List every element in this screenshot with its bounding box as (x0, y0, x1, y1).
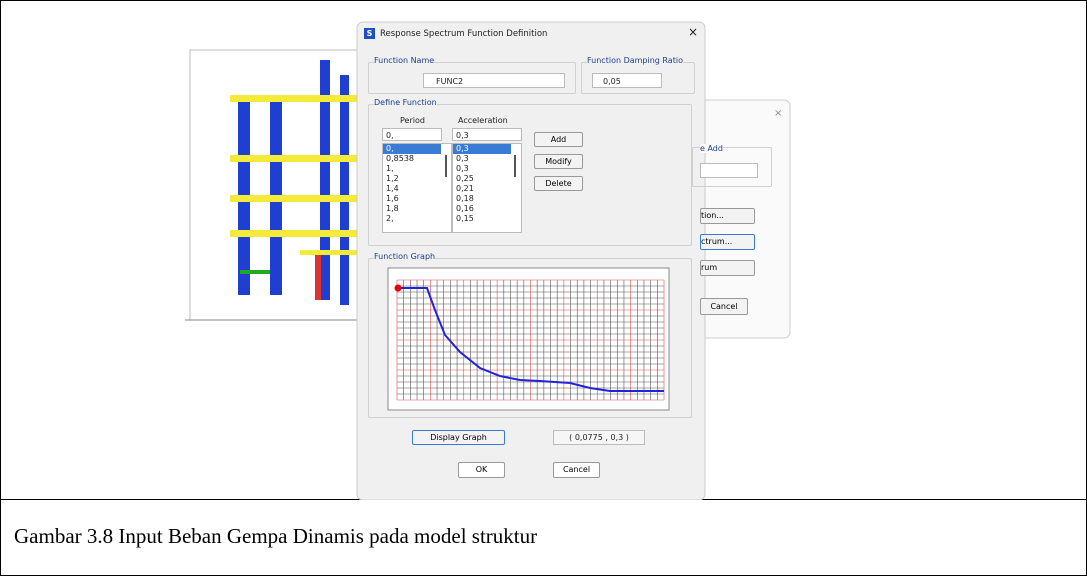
list-item[interactable]: 0,3 (453, 164, 521, 174)
coordinate-box: ( 0,0775 , 0,3 ) (553, 430, 645, 445)
bg-button[interactable]: rum (700, 260, 755, 276)
list-item[interactable]: 0,18 (453, 194, 521, 204)
list-item[interactable]: 0,16 (453, 204, 521, 214)
group-label: Function Name (374, 56, 434, 65)
list-item[interactable]: 1,4 (383, 184, 451, 194)
bg-button[interactable]: tion... (700, 208, 755, 224)
list-item[interactable]: 0,21 (453, 184, 521, 194)
group-label: Function Damping Ratio (587, 56, 683, 65)
bg-label: e Add (700, 144, 723, 153)
bg-button[interactable]: ctrum... (700, 234, 755, 250)
bg-select[interactable] (700, 163, 758, 178)
scrollbar[interactable] (445, 155, 447, 177)
page: × e Add tion... ctrum... rum Cancel S Re… (0, 0, 1087, 576)
bg-cancel[interactable]: Cancel (700, 298, 748, 315)
cancel-button[interactable]: Cancel (553, 462, 600, 478)
group-label: Function Graph (374, 252, 435, 261)
list-item[interactable]: 0,15 (453, 214, 521, 224)
modify-button[interactable]: Modify (534, 154, 583, 169)
text-input[interactable]: FUNC2 (423, 73, 565, 88)
dialog-title: Response Spectrum Function Definition (380, 29, 547, 39)
close-button[interactable]: × (688, 25, 698, 39)
display-graph-button[interactable]: Display Graph (412, 430, 505, 445)
list-item[interactable]: 0, (383, 144, 441, 154)
list-item[interactable]: 0,3 (453, 144, 511, 154)
list-item[interactable]: 1,6 (383, 194, 451, 204)
list-item[interactable]: 1,2 (383, 174, 451, 184)
column-header: Acceleration (458, 116, 508, 125)
group (368, 258, 692, 418)
list-item[interactable]: 1,8 (383, 204, 451, 214)
list-item[interactable]: 0,8538 (383, 154, 451, 164)
text-input[interactable]: 0,05 (592, 73, 662, 88)
column-header: Period (400, 116, 425, 125)
text-input[interactable]: 0,3 (452, 128, 522, 141)
list-item[interactable]: 1, (383, 164, 451, 174)
add-button[interactable]: Add (534, 132, 583, 147)
text-input[interactable]: 0, (382, 128, 442, 141)
app-icon: S (364, 28, 375, 39)
structure-model (185, 50, 360, 320)
bg-close: × (774, 108, 782, 119)
list-item[interactable]: 0,25 (453, 174, 521, 184)
delete-button[interactable]: Delete (534, 176, 583, 191)
list-item[interactable]: 0,3 (453, 154, 521, 164)
group-label: Define Function (374, 98, 437, 107)
caption: Gambar 3.8 Input Beban Gempa Dinamis pad… (14, 524, 537, 549)
list-item[interactable]: 2, (383, 214, 451, 224)
scrollbar[interactable] (514, 155, 516, 177)
ok-button[interactable]: OK (458, 462, 505, 478)
